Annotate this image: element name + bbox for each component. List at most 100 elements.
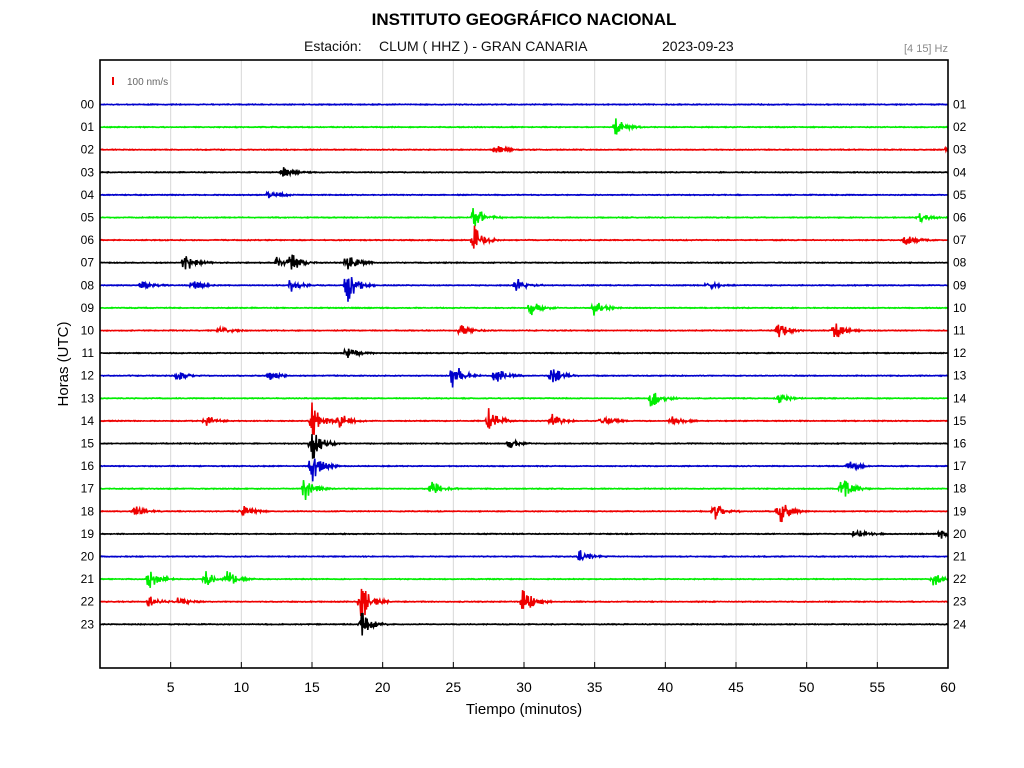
hour-label-left: 01 [81, 120, 95, 134]
trace-layer [99, 102, 949, 636]
scale-bar-marker [112, 77, 114, 85]
x-tick-label: 20 [375, 679, 391, 695]
hour-label-right: 18 [953, 482, 967, 496]
trace-hour-20 [99, 550, 949, 562]
hour-label-right: 13 [953, 369, 967, 383]
hour-label-left: 20 [81, 550, 95, 564]
scale-bar-label: 100 nm/s [127, 77, 168, 88]
trace-hour-02 [99, 145, 949, 154]
trace-hour-01 [99, 118, 949, 135]
hour-label-left: 17 [81, 482, 95, 496]
x-tick-label: 35 [587, 679, 603, 695]
trace-hour-19 [99, 528, 949, 539]
hour-label-left: 13 [81, 391, 95, 405]
hour-label-right: 15 [953, 414, 967, 428]
trace-hour-22 [99, 588, 949, 623]
hour-label-right: 24 [953, 617, 967, 631]
x-tick-label: 30 [516, 679, 532, 695]
hour-label-right: 11 [953, 324, 966, 338]
hour-label-right: 08 [953, 256, 967, 270]
hour-label-left: 07 [81, 256, 95, 270]
hour-label-right: 07 [953, 233, 967, 247]
x-tick-label: 40 [658, 679, 674, 695]
hour-label-left: 15 [81, 437, 95, 451]
x-tick-labels: 5 10 15 20 25 30 35 40 45 50 55 60 [167, 679, 956, 695]
hour-label-right: 01 [953, 98, 967, 112]
trace-hour-00 [99, 102, 949, 107]
hour-label-left: 19 [81, 527, 95, 541]
hour-label-left: 05 [81, 211, 95, 225]
x-tick-label: 60 [940, 679, 956, 695]
trace-hour-10 [99, 323, 949, 338]
hour-label-right: 19 [953, 504, 967, 518]
left-hour-labels: 00 01 02 03 04 05 06 07 08 09 10 11 12 13 14 15 16 17 18 19… [81, 98, 95, 632]
trace-hour-11 [99, 347, 949, 358]
trace-hour-05 [99, 208, 949, 227]
hour-label-right: 06 [953, 211, 967, 225]
trace-hour-03 [99, 167, 949, 178]
trace-hour-06 [99, 225, 949, 249]
hour-label-right: 23 [953, 595, 967, 609]
x-tick-label: 50 [799, 679, 815, 695]
trace-hour-16 [99, 458, 949, 482]
hour-label-right: 10 [953, 301, 967, 315]
station-label: Estación: [304, 38, 362, 54]
hour-label-left: 02 [81, 143, 95, 157]
x-tick-label: 55 [870, 679, 886, 695]
chart-date: 2023-09-23 [662, 38, 734, 54]
trace-hour-23 [99, 612, 949, 636]
hour-label-left: 09 [81, 301, 95, 315]
y-axis-label: Horas (UTC) [55, 321, 72, 406]
x-axis-label: Tiempo (minutos) [466, 701, 582, 718]
hour-label-left: 06 [81, 233, 95, 247]
trace-hour-08 [99, 277, 949, 302]
hour-label-right: 05 [953, 188, 967, 202]
hour-label-left: 00 [81, 98, 95, 112]
trace-hour-15 [99, 434, 949, 459]
hour-label-right: 17 [953, 459, 967, 473]
hour-label-left: 10 [81, 324, 95, 338]
hour-label-left: 04 [81, 188, 95, 202]
hour-label-left: 22 [81, 595, 95, 609]
x-tick-label: 45 [728, 679, 744, 695]
trace-hour-14 [99, 402, 949, 435]
station-name: CLUM ( HHZ ) - GRAN CANARIA [379, 38, 588, 54]
x-tick-label: 25 [446, 679, 462, 695]
plot-frame [99, 59, 949, 669]
hour-label-left: 12 [81, 369, 95, 383]
trace-hour-21 [99, 571, 949, 588]
hour-label-right: 14 [953, 391, 967, 405]
trace-hour-13 [99, 392, 949, 407]
hour-label-left: 23 [81, 617, 95, 631]
trace-hour-04 [99, 190, 949, 199]
hour-label-left: 18 [81, 504, 95, 518]
grid [170, 60, 949, 668]
trace-hour-12 [99, 368, 949, 388]
x-tick-label: 15 [304, 679, 320, 695]
hour-label-left: 03 [81, 165, 95, 179]
hour-label-right: 20 [953, 527, 967, 541]
hour-label-right: 12 [953, 346, 967, 360]
hour-label-left: 08 [81, 278, 95, 292]
x-tick-label: 5 [167, 679, 175, 695]
hour-label-left: 11 [82, 346, 95, 360]
hour-label-left: 16 [81, 459, 95, 473]
trace-hour-09 [99, 302, 949, 316]
hour-label-right: 04 [953, 165, 967, 179]
filter-band: [4 15] Hz [904, 43, 948, 55]
hour-label-right: 22 [953, 572, 967, 586]
x-tick-label: 10 [234, 679, 250, 695]
hour-label-left: 14 [81, 414, 95, 428]
trace-hour-18 [99, 504, 949, 523]
trace-hour-17 [99, 480, 949, 501]
hour-label-left: 21 [81, 572, 95, 586]
hour-label-right: 09 [953, 278, 967, 292]
trace-hour-07 [99, 254, 949, 270]
right-hour-labels: 01 02 03 04 05 06 07 08 09 10 11 12 13 14 15 16 17 18 19 20… [953, 98, 967, 632]
hour-label-right: 16 [953, 437, 967, 451]
chart-title: INSTITUTO GEOGRÁFICO NACIONAL [372, 10, 677, 29]
hour-label-right: 21 [953, 550, 967, 564]
hour-label-right: 02 [953, 120, 967, 134]
hour-label-right: 03 [953, 143, 967, 157]
